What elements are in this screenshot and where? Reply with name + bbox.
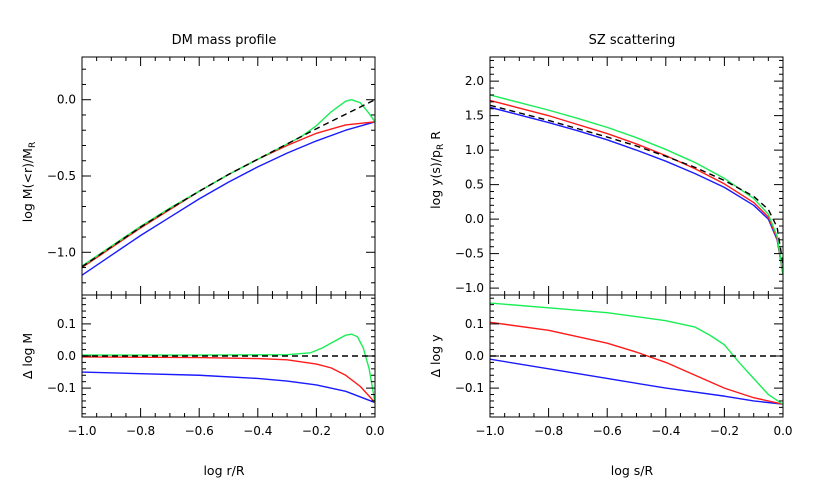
sz-bottom-xtick-label: −0.8 xyxy=(534,424,563,438)
sz-top-ytick-label: 1.5 xyxy=(465,109,484,123)
dm-bottom-series-green xyxy=(82,333,375,403)
dm-bottom-ytick-label: −0.1 xyxy=(47,381,76,395)
sz-bottom-ytick-label: 0.0 xyxy=(465,349,484,363)
sz-bottom-series-blue xyxy=(490,358,783,405)
sz-bottom-ytick-label: −0.1 xyxy=(455,381,484,395)
sz-bottom-ytick-label: 0.1 xyxy=(465,317,484,331)
dm-top-ytick-label: −0.5 xyxy=(47,169,76,183)
sz-bottom-series-green xyxy=(490,302,783,405)
dm-top-frame xyxy=(81,56,376,296)
dm-mass-residual-panel: −0.1 0.0 0.1 −1.0 −0.8 −0.6 −0.4 −0.2 0.0 xyxy=(47,294,385,438)
sz-top-ytick-label: −1.0 xyxy=(455,281,484,295)
dm-bottom-xtick-label: 0.0 xyxy=(365,424,384,438)
dm-bottom-xtick-label: −0.8 xyxy=(126,424,155,438)
dm-top-ytick-label: 0.0 xyxy=(57,93,76,107)
sz-bottom-xtick-label: −1.0 xyxy=(475,424,504,438)
dm-bottom-xtick-label: −1.0 xyxy=(67,424,96,438)
sz-bottom-y-axis-label: Δ log y xyxy=(428,334,443,378)
dm-bottom-xtick-label: −0.2 xyxy=(302,424,331,438)
dm-top-y-axis-label: log M(<r)/MR xyxy=(20,142,38,222)
sz-top-ytick-label: 1.0 xyxy=(465,143,484,157)
sz-bottom-xtick-label: −0.2 xyxy=(710,424,739,438)
dm-x-axis-label: log r/R xyxy=(203,463,244,478)
dm-bottom-series-blue xyxy=(82,371,375,404)
dm-top-series-black-dashed xyxy=(82,99,375,268)
sz-top-series-blue xyxy=(490,106,783,275)
sz-top-series-red xyxy=(490,99,783,275)
dm-bottom-ytick-label: 0.1 xyxy=(57,317,76,331)
sz-top-y-axis-label: log y(s)/pR R xyxy=(428,131,446,209)
sz-top-ytick-label: 0.5 xyxy=(465,178,484,192)
sz-bottom-series-red xyxy=(490,321,783,405)
sz-scattering-top-panel: −1.0 −0.5 0.0 0.5 1.0 1.5 2.0 xyxy=(455,56,784,296)
sz-top-series-black-dashed xyxy=(490,104,783,265)
dm-bottom-series-red xyxy=(82,356,375,404)
dm-top-series-blue xyxy=(82,121,375,276)
dm-bottom-ytick-label: 0.0 xyxy=(57,349,76,363)
sz-bottom-xtick-label: −0.4 xyxy=(651,424,680,438)
sz-bottom-xtick-label: −0.6 xyxy=(593,424,622,438)
dm-bottom-y-axis-label: Δ log M xyxy=(20,333,35,379)
dm-top-series-green xyxy=(82,99,375,267)
sz-top-ytick-label: 2.0 xyxy=(465,74,484,88)
dm-mass-top-panel: −1.0 −0.5 0.0 xyxy=(47,56,376,296)
dm-top-ytick-label: −1.0 xyxy=(47,245,76,259)
sz-panel-title: SZ scattering xyxy=(589,33,676,48)
dm-bottom-xtick-label: −0.4 xyxy=(243,424,272,438)
sz-top-ytick-label: −0.5 xyxy=(455,247,484,261)
sz-x-axis-label: log s/R xyxy=(611,463,654,478)
sz-bottom-xtick-label: 0.0 xyxy=(773,424,792,438)
dm-bottom-xtick-label: −0.6 xyxy=(185,424,214,438)
sz-top-series-green xyxy=(490,94,783,275)
dm-panel-title: DM mass profile xyxy=(172,33,277,48)
sz-top-ytick-label: 0.0 xyxy=(465,212,484,226)
sz-scattering-residual-panel: −0.1 0.0 0.1 −1.0 −0.8 −0.6 −0.4 −0.2 0.0 xyxy=(455,294,793,438)
sz-top-frame xyxy=(489,56,784,296)
